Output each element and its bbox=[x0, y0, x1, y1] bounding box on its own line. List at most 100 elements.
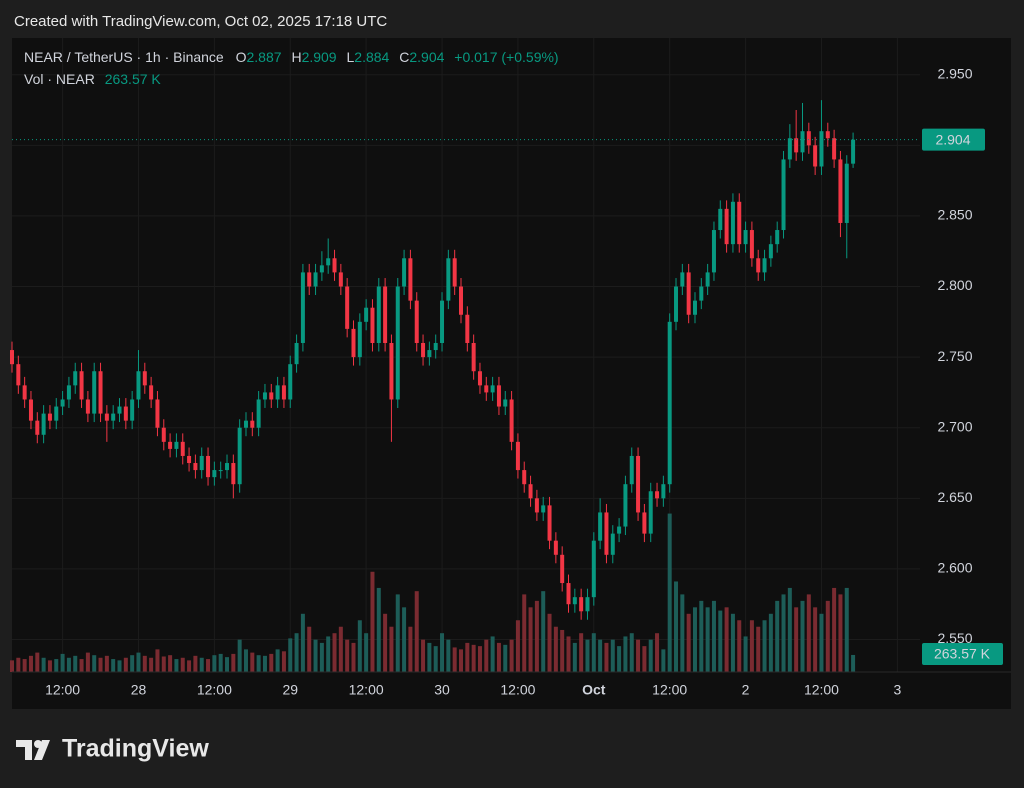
candle-body bbox=[496, 385, 501, 407]
candle-body bbox=[465, 314, 470, 343]
volume-bar bbox=[648, 639, 653, 672]
candle-body bbox=[41, 413, 46, 435]
candle-body bbox=[705, 272, 710, 287]
volume-bar bbox=[408, 626, 413, 672]
candle-body bbox=[503, 399, 508, 407]
candle-body bbox=[73, 371, 78, 386]
candle-body bbox=[680, 272, 685, 287]
volume-bar bbox=[572, 642, 577, 672]
volume-bar bbox=[395, 594, 400, 672]
volume-bar bbox=[168, 655, 173, 672]
candle-body bbox=[756, 258, 761, 273]
ohlc-key: L bbox=[347, 49, 355, 65]
candle-body bbox=[484, 385, 489, 393]
volume-bar bbox=[471, 644, 476, 672]
candle-body bbox=[459, 286, 463, 315]
volume-bar bbox=[711, 600, 716, 672]
volume-bar bbox=[718, 610, 723, 672]
x-tick-label: 12:00 bbox=[804, 682, 839, 698]
volume-bar bbox=[130, 655, 135, 672]
volume-bar bbox=[117, 660, 122, 672]
volume-bar bbox=[787, 587, 792, 672]
volume-bar bbox=[553, 626, 558, 672]
ohlc-value: 2.909 bbox=[302, 49, 337, 65]
candle-body bbox=[737, 201, 742, 245]
candle-body bbox=[262, 392, 267, 400]
volume-bar bbox=[844, 587, 849, 672]
volume-bar bbox=[446, 639, 451, 672]
candle-body bbox=[591, 540, 596, 598]
volume-bar bbox=[477, 646, 482, 672]
candle-body bbox=[199, 455, 204, 471]
candle-body bbox=[471, 342, 476, 372]
volume-bar bbox=[104, 655, 109, 672]
volume-bar bbox=[275, 649, 280, 672]
volume-bar bbox=[123, 657, 128, 672]
volume-bar bbox=[370, 571, 375, 672]
chart-pane bbox=[12, 38, 1011, 709]
candle-body bbox=[332, 258, 337, 273]
volume-bar bbox=[262, 655, 267, 672]
candle-body bbox=[269, 392, 274, 400]
y-tick-label: 2.600 bbox=[937, 560, 972, 576]
candle-body bbox=[288, 364, 293, 400]
volume-bar bbox=[155, 649, 160, 672]
candle-body bbox=[256, 399, 261, 428]
x-tick-label: 12:00 bbox=[349, 682, 384, 698]
volume-bar bbox=[243, 649, 248, 672]
candle-body bbox=[168, 441, 173, 449]
y-tick-label: 2.850 bbox=[937, 207, 972, 223]
candle-body bbox=[806, 131, 811, 146]
volume-bar bbox=[768, 613, 773, 672]
x-tick-label: 30 bbox=[434, 682, 450, 698]
volume-bar bbox=[560, 629, 565, 672]
candle-body bbox=[515, 441, 520, 471]
candle-body bbox=[155, 399, 160, 428]
volume-bar bbox=[193, 655, 198, 672]
volume-bar bbox=[459, 649, 463, 672]
candle-body bbox=[326, 258, 331, 266]
candle-body bbox=[364, 307, 369, 322]
candle-body bbox=[402, 258, 407, 287]
candle-body bbox=[762, 258, 767, 273]
candle-body bbox=[149, 385, 154, 400]
volume-bar bbox=[294, 633, 299, 672]
volume-bar bbox=[225, 657, 230, 672]
candle-body bbox=[319, 265, 324, 273]
volume-bar bbox=[433, 646, 438, 672]
axes: 2.5502.6002.6502.7002.7502.8002.8502.900… bbox=[12, 65, 1011, 698]
volume-bar bbox=[617, 646, 622, 672]
volume-value: 263.57 K bbox=[105, 71, 162, 87]
volume-bar bbox=[28, 655, 33, 672]
volume-bar bbox=[22, 659, 27, 672]
volume-bar bbox=[16, 657, 21, 672]
x-tick-label: 12:00 bbox=[652, 682, 687, 698]
candle-body bbox=[749, 230, 754, 259]
candle-body bbox=[47, 413, 52, 421]
candle-body bbox=[832, 138, 837, 160]
candle-body bbox=[604, 512, 609, 555]
logo-text: TradingView bbox=[62, 735, 209, 763]
volume-bar bbox=[92, 655, 97, 672]
volume-bar bbox=[667, 513, 672, 672]
volume-bar bbox=[762, 620, 767, 672]
volume-bar bbox=[534, 600, 539, 672]
volume-bar bbox=[212, 655, 217, 672]
candle-body bbox=[446, 258, 451, 301]
x-tick-label: 12:00 bbox=[45, 682, 80, 698]
volume-bar bbox=[199, 657, 204, 672]
candle-body bbox=[243, 420, 248, 428]
volume-bar bbox=[206, 659, 211, 672]
x-tick-label: 12:00 bbox=[500, 682, 535, 698]
candle-body bbox=[206, 455, 211, 478]
volume-bar bbox=[427, 642, 432, 672]
candle-body bbox=[477, 371, 482, 386]
candle-body bbox=[281, 385, 286, 400]
y-tick-label: 2.800 bbox=[937, 277, 972, 293]
candle-body bbox=[60, 399, 65, 407]
volume-bar bbox=[256, 655, 261, 672]
candle-body bbox=[718, 208, 723, 231]
volume-bar bbox=[699, 600, 704, 672]
x-tick-label: 29 bbox=[282, 682, 298, 698]
volume-bar bbox=[288, 638, 293, 672]
